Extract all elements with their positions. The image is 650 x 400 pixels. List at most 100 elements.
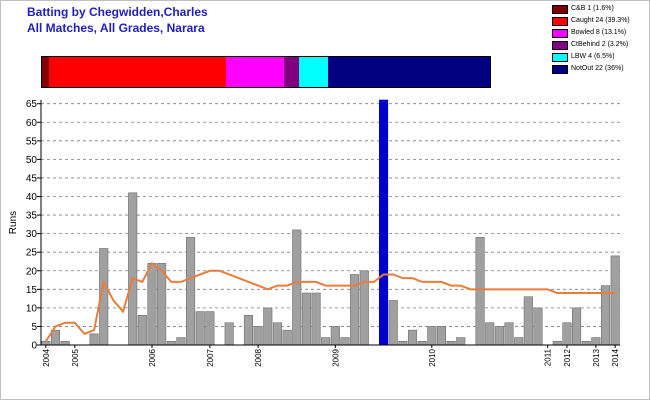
bar	[137, 315, 147, 346]
bar	[311, 292, 321, 346]
bar	[128, 192, 138, 346]
bar	[340, 337, 350, 346]
y-tick-label: 0	[31, 341, 37, 352]
summary-segment-lbw	[299, 57, 329, 87]
legend-label: Caught 24 (39.3%)	[571, 17, 630, 24]
bar	[89, 333, 99, 346]
summary-segment-notout	[328, 57, 490, 87]
x-tick-label: 2012	[563, 348, 572, 366]
legend-swatch	[552, 5, 568, 14]
bar	[205, 311, 215, 346]
bar	[446, 340, 456, 346]
bar	[147, 263, 157, 346]
x-tick-label: 2008	[254, 348, 263, 366]
dismissal-summary-bar	[41, 56, 491, 88]
bar	[485, 322, 495, 346]
legend-item-cb: C&B 1 (1.6%)	[552, 4, 650, 14]
legend-swatch	[552, 17, 568, 26]
legend-item-notout: NotOut 22 (36%)	[552, 64, 650, 74]
bar	[533, 307, 543, 346]
y-tick-label: 45	[26, 173, 38, 184]
legend-item-ctbehind: CtBehind 2 (3.2%)	[552, 40, 650, 50]
y-tick-label: 10	[26, 303, 38, 314]
x-tick-label: 2004	[42, 348, 51, 366]
legend-swatch	[552, 53, 568, 62]
bar	[591, 337, 601, 346]
bar	[600, 285, 611, 346]
bar	[253, 326, 263, 346]
bar	[292, 229, 302, 346]
y-tick-label: 55	[26, 136, 38, 147]
y-tick-label: 5	[31, 322, 37, 333]
y-tick-label: 25	[26, 248, 38, 259]
x-tick-label: 2011	[544, 348, 553, 366]
bar	[417, 340, 427, 346]
bar	[301, 292, 311, 346]
bar	[321, 337, 331, 346]
bar	[514, 337, 524, 346]
legend-item-bowled: Bowled 8 (13.1%)	[552, 28, 650, 38]
bar	[436, 326, 447, 346]
bar	[330, 326, 340, 346]
y-tick-label: 35	[26, 211, 38, 222]
bar	[552, 340, 562, 346]
bar-highlight	[379, 99, 389, 346]
y-tick-label: 30	[26, 229, 38, 240]
bar	[60, 340, 70, 346]
bar	[475, 237, 485, 346]
bar	[166, 340, 176, 346]
summary-segment-caught	[49, 57, 226, 87]
chart-title: Batting by Chegwidden,Charles	[27, 5, 208, 19]
legend-label: NotOut 22 (36%)	[571, 65, 624, 72]
bar	[388, 300, 398, 346]
bar	[398, 340, 408, 346]
y-tick-label: 40	[26, 192, 38, 203]
bar	[176, 337, 186, 346]
bar	[263, 307, 273, 346]
y-tick-label: 20	[26, 266, 38, 277]
legend-swatch	[552, 65, 568, 74]
summary-segment-cb	[42, 57, 50, 87]
y-tick-label: 15	[26, 285, 38, 296]
chart-subtitle: All Matches, All Grades, Narara	[27, 21, 205, 35]
summary-segment-ctbehind	[284, 57, 300, 87]
y-tick-label: 60	[26, 118, 38, 129]
x-tick-label: 2009	[331, 348, 340, 366]
bar	[562, 322, 572, 346]
x-tick-label: 2005	[71, 348, 80, 366]
bar	[407, 329, 418, 346]
y-tick-label: 65	[26, 99, 38, 110]
bar	[581, 340, 591, 346]
bar	[272, 322, 282, 346]
bar	[572, 307, 582, 346]
legend-label: LBW 4 (6.5%)	[571, 53, 615, 60]
legend-swatch	[552, 29, 568, 38]
bar	[610, 255, 620, 346]
bar	[195, 311, 205, 346]
bar	[282, 329, 292, 346]
y-tick-label: 50	[26, 155, 38, 166]
bar	[224, 322, 234, 346]
legend-label: Bowled 8 (13.1%)	[571, 29, 627, 36]
bar	[243, 315, 254, 346]
bar	[41, 340, 51, 346]
average-line	[44, 261, 616, 342]
x-tick-label: 2006	[148, 348, 157, 366]
bar	[494, 326, 504, 346]
x-tick-label: 2007	[206, 348, 215, 366]
bar	[427, 326, 437, 346]
bar	[523, 296, 533, 346]
bar	[504, 322, 514, 346]
y-axis-label: Runs	[8, 211, 19, 234]
legend-item-lbw: LBW 4 (6.5%)	[552, 52, 650, 62]
x-tick-label: 2013	[592, 348, 601, 366]
summary-segment-bowled	[225, 57, 285, 87]
bar	[456, 337, 466, 346]
x-tick-label: 2014	[611, 348, 620, 366]
legend-label: CtBehind 2 (3.2%)	[571, 41, 629, 48]
legend-item-caught: Caught 24 (39.3%)	[552, 16, 650, 26]
legend-swatch	[552, 41, 568, 50]
x-tick-label: 2010	[428, 348, 437, 366]
bar	[186, 237, 196, 346]
